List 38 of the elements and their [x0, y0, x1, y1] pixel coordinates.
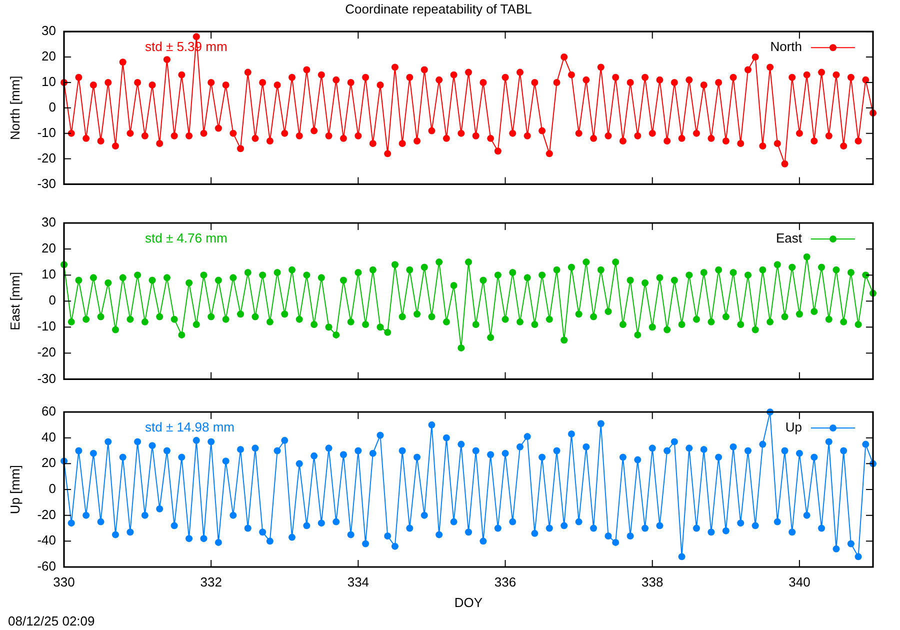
- y-tick-label: -30: [37, 370, 56, 386]
- annotation: std ± 14.98 mm: [145, 420, 235, 435]
- y-tick-label: 20: [42, 455, 56, 470]
- x-axis-title: DOY: [454, 594, 483, 610]
- y-axis-title: North [mm]: [7, 76, 22, 140]
- x-tick-label: 332: [200, 574, 222, 590]
- y-tick-label: 60: [42, 404, 56, 419]
- y-axis-title: Up [mm]: [7, 464, 22, 514]
- y-tick-label: 30: [42, 214, 56, 230]
- y-tick-label: 0: [48, 99, 56, 114]
- y-tick-label: 40: [42, 429, 56, 444]
- text: 08/12/25 02:09: [8, 614, 95, 629]
- y-tick-label: -10: [37, 318, 56, 334]
- y-tick-label: -20: [37, 344, 56, 360]
- y-tick-label: -10: [37, 124, 56, 140]
- legend-label: North: [770, 39, 802, 54]
- y-tick-label: 30: [42, 23, 56, 38]
- annotation: std ± 4.76 mm: [145, 230, 228, 246]
- y-tick-label: -30: [37, 176, 56, 191]
- legend-label: Up: [785, 420, 802, 435]
- x-tick-label: 338: [642, 574, 664, 590]
- legend-label: East: [776, 230, 802, 246]
- x-tick-label: 340: [788, 574, 810, 590]
- y-tick-label: 0: [48, 292, 56, 308]
- y-tick-label: 0: [48, 481, 56, 496]
- x-tick-label: 336: [494, 574, 516, 590]
- y-tick-label: 10: [42, 74, 56, 90]
- y-tick-label: -20: [37, 506, 56, 522]
- chart-title: Coordinate repeatability of TABL: [345, 1, 532, 16]
- y-tick-label: -20: [37, 150, 56, 166]
- y-tick-label: 20: [42, 48, 56, 64]
- y-tick-label: -60: [37, 558, 56, 574]
- x-tick-label: 330: [53, 574, 75, 590]
- y-axis-title: East [mm]: [7, 272, 22, 330]
- y-tick-label: 10: [42, 266, 56, 282]
- y-tick-label: 20: [42, 240, 56, 256]
- x-tick-label: 334: [347, 574, 370, 590]
- y-tick-label: -40: [37, 532, 56, 548]
